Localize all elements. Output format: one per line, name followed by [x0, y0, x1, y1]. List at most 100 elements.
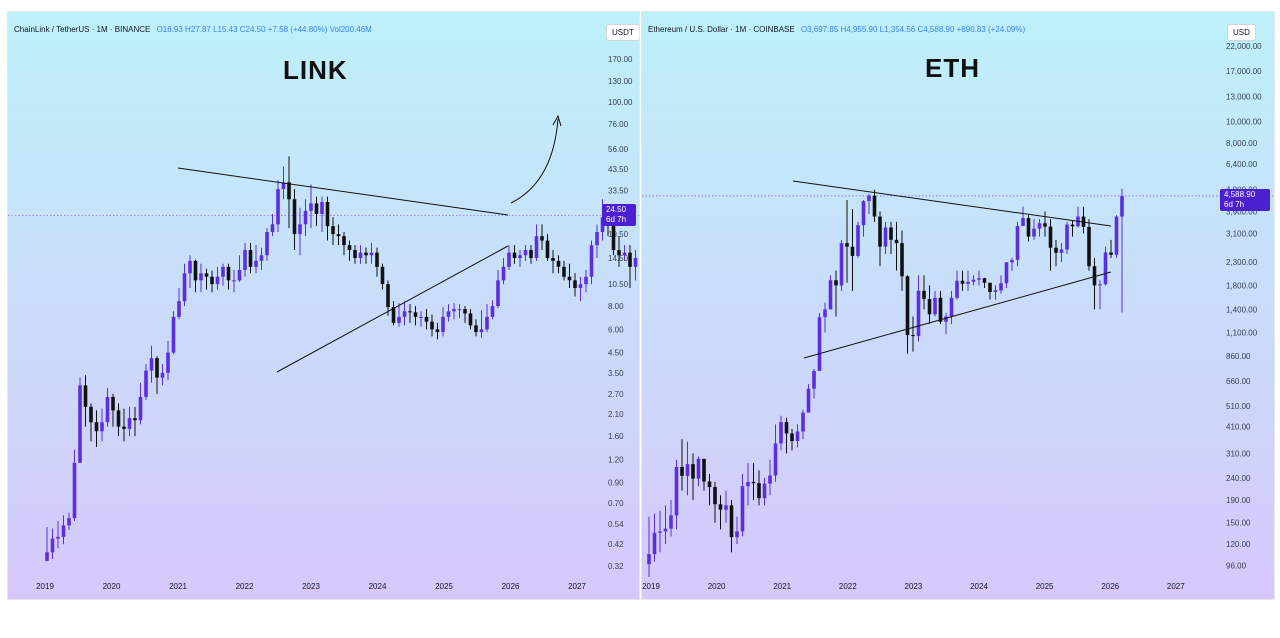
eth-candle-body — [795, 431, 800, 441]
eth-candle-body — [966, 281, 970, 284]
eth-candle-body — [674, 466, 679, 516]
link-candle-body — [545, 240, 550, 259]
link-last-price-tag: 24.50 6d 7h — [602, 204, 636, 226]
link-candle-body — [474, 325, 478, 333]
eth-y-tick-label: 13,000.00 — [1226, 93, 1262, 102]
link-candle-body — [452, 309, 456, 312]
eth-trendline — [803, 271, 1112, 359]
link-y-tick-label: 10.50 — [608, 280, 629, 289]
eth-candle-body — [867, 195, 871, 202]
eth-x-tick-label: 2024 — [970, 582, 988, 591]
eth-candle-body — [691, 464, 695, 479]
link-candle-body — [529, 250, 533, 259]
link-breakout-arrowhead — [552, 114, 562, 127]
eth-candle-body — [790, 433, 794, 441]
link-candle-body — [259, 255, 264, 261]
link-candle-body — [622, 252, 627, 256]
link-candle-body — [265, 232, 269, 256]
eth-x-tick-label: 2023 — [905, 582, 923, 591]
eth-candle-body — [955, 280, 959, 298]
link-y-tick-label: 19.50 — [608, 230, 629, 239]
link-pair-label: ChainLink / TetherUS · 1M · BINANCE — [14, 25, 151, 34]
link-breakout-arrow — [510, 118, 559, 204]
eth-chart-panel[interactable]: 22,000.00 17,000.00 13,000.00 10,000.00 8,00… — [641, 11, 1275, 600]
link-candle-body — [457, 309, 462, 311]
eth-candle-body — [1026, 218, 1031, 237]
eth-y-tick-label: 1,800.00 — [1226, 281, 1258, 290]
link-candle-body — [435, 329, 440, 333]
link-candle-body — [397, 316, 401, 323]
eth-candle-body — [1059, 249, 1064, 253]
link-candle-body — [314, 203, 319, 214]
eth-candle-body — [652, 532, 657, 555]
link-candle-body — [111, 396, 115, 411]
eth-candlestick-chart[interactable]: 22,000.00 17,000.00 13,000.00 10,000.00 8,00… — [642, 12, 1274, 599]
eth-candle-body — [894, 239, 899, 244]
link-y-tick-label: 0.42 — [608, 540, 624, 549]
link-candle-body — [138, 396, 143, 421]
link-ohlc-readout: O16.93 H27.87 L15.43 C24.50 +7.58 (+44.8… — [156, 25, 372, 34]
eth-candle-body — [938, 297, 943, 322]
eth-y-tick-label: 1,100.00 — [1226, 328, 1258, 337]
eth-y-tick-label: 120.00 — [1226, 540, 1251, 549]
link-candle-body — [144, 370, 148, 397]
link-candle-body — [424, 316, 429, 322]
link-y-tick-label: 3.50 — [608, 369, 624, 378]
link-candle-body — [589, 245, 594, 277]
link-x-tick-label: 2022 — [236, 582, 254, 591]
eth-candle-body — [1032, 228, 1036, 237]
link-candle-body — [347, 245, 352, 251]
eth-candle-body — [1070, 224, 1075, 227]
eth-candle-body — [834, 280, 838, 286]
link-x-tick-label: 2021 — [169, 582, 187, 591]
link-candlestick-chart[interactable]: 170.00 130.00 100.00 76.00 56.00 43.50 33.50 24… — [8, 12, 639, 599]
eth-candle-body — [735, 531, 739, 538]
link-candle-body — [364, 252, 368, 256]
link-candle-body — [567, 276, 572, 281]
link-currency-button[interactable]: USDT — [606, 24, 639, 41]
link-candle-body — [78, 385, 82, 463]
link-candle-body — [100, 422, 104, 432]
eth-big-title: ETH — [925, 53, 980, 83]
eth-currency-button[interactable]: USD — [1227, 24, 1256, 41]
link-y-tick-label: 6.00 — [608, 325, 624, 334]
link-candle-body — [413, 312, 418, 317]
link-big-title: LINK — [283, 55, 348, 85]
link-y-tick-label: 0.70 — [608, 499, 624, 508]
link-candle-body — [171, 316, 176, 353]
link-candle-body — [61, 525, 66, 537]
eth-candle-body — [740, 486, 745, 532]
eth-candle-body — [1092, 266, 1097, 286]
link-y-tick-label: 100.00 — [608, 98, 633, 107]
eth-x-tick-label: 2019 — [642, 582, 660, 591]
link-candle-body — [386, 284, 390, 308]
eth-candle-body — [883, 227, 888, 247]
link-candle-body — [72, 462, 77, 519]
link-candle-body — [353, 250, 357, 259]
link-x-tick-label: 2025 — [435, 582, 453, 591]
eth-candle-body — [696, 458, 701, 479]
eth-candle-body — [1120, 195, 1124, 217]
link-candle-body — [408, 311, 412, 313]
link-candle-body — [628, 252, 632, 267]
link-candle-body — [89, 406, 93, 423]
eth-candle-body — [911, 335, 915, 337]
eth-y-tick-label: 240.00 — [1226, 474, 1251, 483]
link-candle-body — [127, 418, 132, 429]
link-candle-body — [611, 224, 616, 251]
link-candle-body — [105, 396, 110, 423]
link-x-tick-label: 2020 — [103, 582, 121, 591]
eth-candle-body — [845, 243, 849, 247]
link-candle-body — [369, 252, 374, 256]
eth-candle-body — [702, 458, 706, 482]
link-candle-body — [204, 273, 209, 277]
link-candle-body — [215, 276, 220, 285]
eth-candle-body — [1098, 284, 1102, 286]
link-candle-body — [45, 552, 49, 561]
link-candle-body — [490, 306, 495, 317]
eth-x-tick-label: 2027 — [1167, 582, 1185, 591]
eth-candle-body — [784, 422, 789, 434]
link-y-tick-label: 43.50 — [608, 165, 629, 174]
eth-y-tick-label: 510.00 — [1226, 402, 1251, 411]
link-chart-panel[interactable]: 170.00 130.00 100.00 76.00 56.00 43.50 33.50 24… — [7, 11, 640, 600]
